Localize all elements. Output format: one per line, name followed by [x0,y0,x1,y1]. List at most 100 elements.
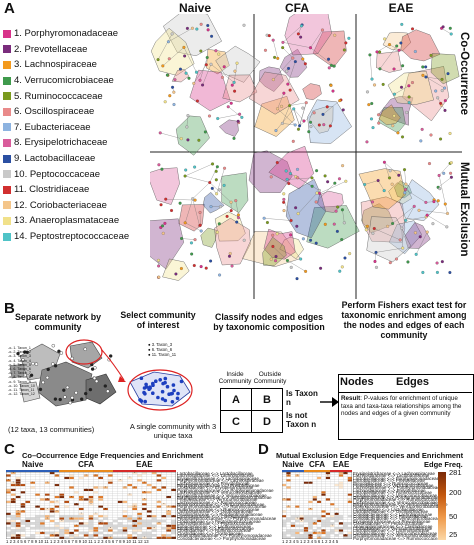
community-node [158,378,162,382]
network-node [103,384,108,388]
heatmap-cell [171,500,176,504]
heatmap-cell [73,534,79,537]
heatmap-cell [78,481,84,485]
network-node [288,172,292,176]
heatmap-cell [347,519,352,523]
heatmap-cell [78,474,84,477]
community-hull [150,218,185,270]
heatmap-cell [93,524,99,528]
mini-legend-item: -o- 6. Taxon_6 [8,367,31,372]
heatmap-cell [64,510,70,513]
network-edge [427,215,447,227]
heatmap-cell [59,514,65,518]
network-node [161,224,165,228]
heatmap-cell [10,491,16,494]
heatmap-cell [334,474,340,477]
heatmap-cell [73,474,79,477]
heatmap-cell [103,512,109,516]
heatmap-cell [35,491,41,494]
heatmap-cell [83,481,89,485]
heatmap-cell [88,493,94,497]
heatmap-cell [321,531,326,535]
community-hull [222,74,258,103]
heatmap-cell [321,500,326,504]
heatmap-cell [316,512,322,516]
heatmap-cell [316,483,322,487]
b-cell-d: D [251,410,283,433]
heatmap-cell [316,526,322,530]
heatmap-cell [54,522,60,525]
network-node [164,197,168,201]
network-edge [193,64,207,84]
heatmap-cell [347,534,352,537]
network-node [90,367,95,371]
network-node [309,46,313,50]
heatmap-cell [49,481,55,485]
heatmap-cell [54,517,60,520]
heatmap-cell [127,498,133,501]
network-edge [342,209,345,223]
heatmap-cell [299,531,305,535]
heatmap-cell [290,519,296,523]
heatmap-cell [117,498,123,501]
heatmap-row-label: Lachnospiraceae <=> Peptococcaceae [177,521,254,527]
heatmap-cell [49,512,55,516]
heatmap-cell [127,510,133,513]
heatmap-cell [25,519,31,523]
heatmap-cell [137,522,143,525]
heatmap-cell [35,498,41,501]
heatmap-cell [343,517,348,520]
heatmap-cell [64,486,70,489]
network-node [298,124,302,128]
network-edge [438,177,452,188]
heatmap-cell [6,472,11,475]
heatmap-cell [171,522,176,525]
heatmap-cell [117,514,123,518]
heatmap-cell [112,526,118,530]
heatmap-cell [325,529,331,532]
heatmap-row-label: Coriobacteriaceae <=> Verrucomicrobiacea… [353,516,441,522]
heatmap-cell [44,519,50,523]
network-node [233,89,237,93]
heatmap-cell [334,529,340,532]
network-edge [235,200,239,215]
network-node [424,200,428,204]
heatmap-cell [290,526,296,530]
heatmap-cell [330,517,335,520]
legend-item: 14. Peptostreptococcaceae [0,229,150,245]
network-node [171,85,175,89]
heatmap-cell [347,517,352,520]
network-node [421,65,425,69]
heatmap-cell [6,486,11,489]
network-node [449,171,453,175]
heatmap-cell [44,524,50,528]
heatmap-cell [122,481,128,485]
heatmap-cell [299,483,305,487]
heatmap-cell [30,502,36,506]
heatmap-cell [338,526,344,530]
heatmap-cell [10,502,16,506]
heatmap-row-label: Lachnospiraceae <=> Lactobacillaceae [353,473,430,479]
heatmap-cell [290,481,296,485]
heatmap-cell [316,524,322,528]
heatmap-row-label: Clostridiaceae <=> Peptococcaceae [353,521,424,527]
network-node [203,130,207,134]
network-node [381,82,385,86]
enrichment-mark: * [32,480,33,484]
network-node [445,225,449,229]
heatmap-cell [132,493,138,497]
heatmap-cell [171,472,176,475]
heatmap-cell [64,479,70,482]
heatmap-cell [303,481,309,485]
network-node [398,238,402,242]
heatmap-cell [321,488,326,492]
heatmap-cell [330,534,335,537]
heatmap-cell [151,510,157,513]
heatmap-cell [10,486,16,489]
network-edge [209,166,218,183]
network-edge [217,114,240,119]
c-title: Co–Occurrence Edge Frequencies and Enric… [22,451,204,460]
enrichment-mark: * [52,507,53,511]
heatmap-cell [141,514,147,518]
col-title-eae: EAE [388,1,414,15]
